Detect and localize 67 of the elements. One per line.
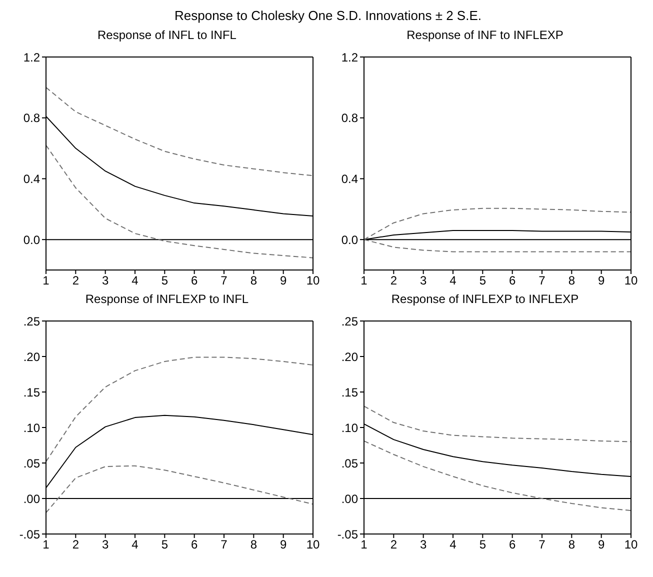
y-tick-label: 0.8 xyxy=(341,111,358,126)
x-tick-label: 4 xyxy=(132,274,139,288)
x-tick-label: 3 xyxy=(420,538,427,552)
y-tick-label: .20 xyxy=(341,350,358,364)
y-tick-label: .05 xyxy=(23,456,40,470)
y-tick-label: .00 xyxy=(341,492,358,506)
x-tick-label: 2 xyxy=(72,538,80,552)
x-tick-label: 1 xyxy=(42,274,50,288)
x-tick-label: 4 xyxy=(132,538,139,552)
x-tick-label: 6 xyxy=(190,274,198,288)
y-tick-label: .05 xyxy=(341,456,358,470)
x-tick-label: 8 xyxy=(568,274,576,288)
x-tick-label: 4 xyxy=(450,538,457,552)
chart-title: Response of INF to INFLEXP xyxy=(406,28,564,44)
y-tick-label: 1.2 xyxy=(341,50,358,64)
x-tick-label: 9 xyxy=(598,538,605,552)
x-tick-label: 6 xyxy=(508,274,516,288)
chart-title: Response of INFL to INFL xyxy=(96,28,238,44)
x-tick-label: 10 xyxy=(624,538,638,552)
y-tick-label: .25 xyxy=(23,314,40,328)
x-tick-label: 5 xyxy=(479,274,486,288)
y-tick-label: 0.0 xyxy=(341,232,358,247)
x-tick-label: 5 xyxy=(161,274,168,288)
y-tick-label: 1.2 xyxy=(23,50,40,64)
x-tick-label: 2 xyxy=(390,538,398,552)
x-tick-label: 7 xyxy=(538,274,546,288)
x-tick-label: 9 xyxy=(280,274,287,288)
x-tick-label: 10 xyxy=(624,274,638,288)
y-tick-label: .25 xyxy=(341,314,358,328)
y-tick-label: 0.8 xyxy=(23,111,40,126)
y-tick-label: .00 xyxy=(23,492,40,506)
x-tick-label: 3 xyxy=(102,538,109,552)
x-tick-label: 6 xyxy=(190,538,198,552)
y-tick-label: .15 xyxy=(23,385,40,400)
x-tick-label: 9 xyxy=(598,274,605,288)
x-tick-label: 1 xyxy=(42,538,50,552)
x-tick-label: 10 xyxy=(306,274,320,288)
x-tick-label: 2 xyxy=(72,274,80,288)
y-tick-label: 0.4 xyxy=(23,172,40,186)
y-tick-label: .15 xyxy=(341,385,358,400)
x-tick-label: 3 xyxy=(102,274,109,288)
y-tick-label: .10 xyxy=(23,420,40,435)
x-tick-label: 7 xyxy=(538,538,546,552)
x-tick-label: 3 xyxy=(420,274,427,288)
x-tick-label: 1 xyxy=(360,274,368,288)
y-tick-label: .10 xyxy=(341,420,358,435)
x-tick-label: 9 xyxy=(280,538,287,552)
x-tick-label: 5 xyxy=(161,538,168,552)
y-tick-label: -.05 xyxy=(337,527,358,542)
x-tick-label: 10 xyxy=(306,538,320,552)
x-tick-label: 4 xyxy=(450,274,457,288)
x-tick-label: 1 xyxy=(360,538,368,552)
chart-title: Response of INFLEXP to INFL xyxy=(84,292,250,308)
text: Response to Cholesky One S.D. Innovations ± 2 S.E. xyxy=(173,8,483,25)
y-tick-label: -.05 xyxy=(19,527,40,542)
y-tick-label: 0.4 xyxy=(341,172,358,186)
x-tick-label: 8 xyxy=(250,538,258,552)
x-tick-label: 7 xyxy=(220,538,228,552)
x-tick-label: 7 xyxy=(220,274,228,288)
y-tick-label: 0.0 xyxy=(23,232,40,247)
chart-title: Response of INFLEXP to INFLEXP xyxy=(390,292,580,308)
x-tick-label: 8 xyxy=(568,538,576,552)
x-tick-label: 6 xyxy=(508,538,516,552)
x-tick-label: 5 xyxy=(479,538,486,552)
y-tick-label: .20 xyxy=(23,350,40,364)
x-tick-label: 8 xyxy=(250,274,258,288)
x-tick-label: 2 xyxy=(390,274,398,288)
